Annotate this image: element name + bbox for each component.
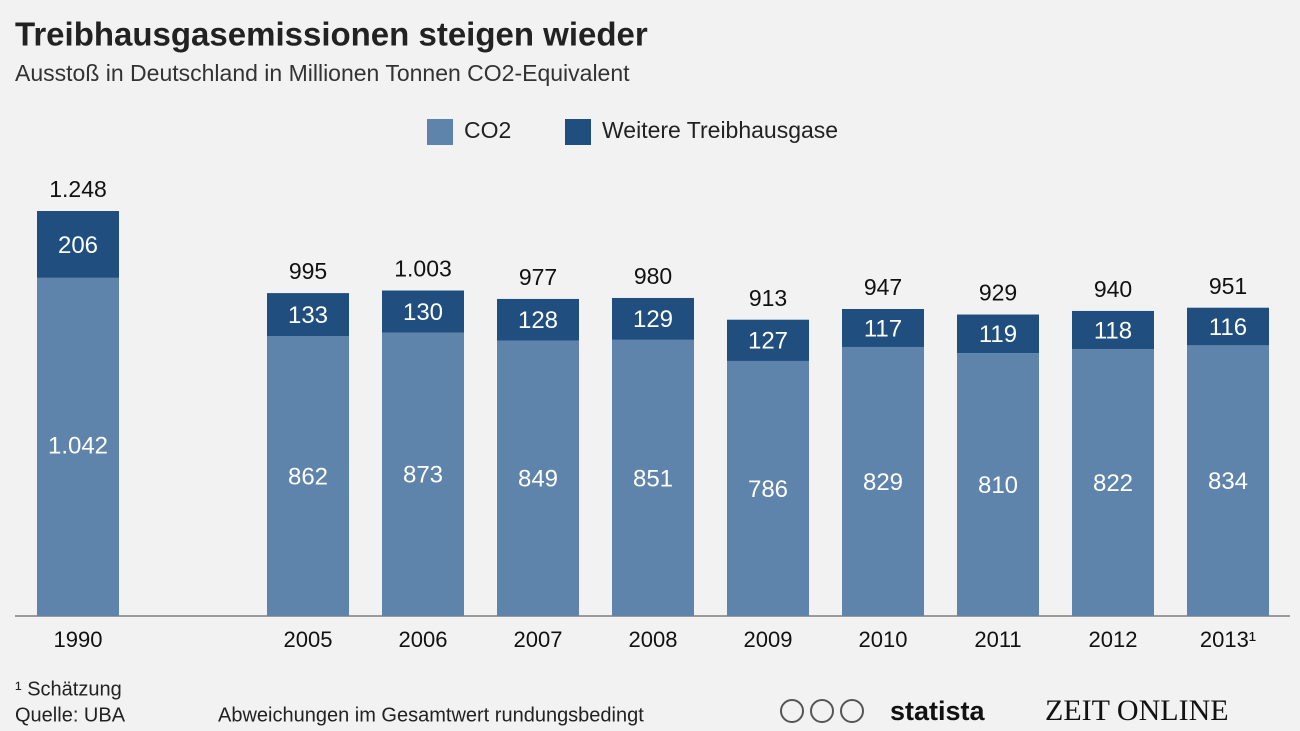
legend-swatch [565, 119, 591, 145]
value-label: 862 [288, 463, 328, 490]
bar-segment [957, 353, 1039, 616]
value-label: 129 [633, 306, 673, 333]
bar-segment [497, 340, 579, 616]
value-label: 786 [748, 476, 788, 503]
total-label: 977 [519, 264, 557, 290]
value-label: 849 [518, 466, 558, 493]
x-tick-label: 2008 [629, 627, 678, 652]
bar-segment [382, 290, 464, 333]
value-label: 117 [864, 315, 902, 342]
total-label: 951 [1209, 273, 1247, 299]
bar-segment [727, 360, 809, 616]
total-label: 995 [289, 258, 327, 284]
x-tick-label: 1990 [54, 627, 103, 652]
legend-label: CO2 [464, 117, 511, 143]
bar-segment [1187, 345, 1269, 616]
bar-segment [1187, 307, 1269, 346]
bar-segment [267, 293, 349, 337]
value-label: 1.042 [48, 432, 108, 459]
x-tick-label: 2007 [514, 627, 563, 652]
total-label: 929 [979, 280, 1017, 306]
value-label: 116 [1209, 314, 1247, 341]
x-tick-label: 2009 [744, 627, 793, 652]
value-label: 206 [58, 232, 98, 259]
chart-subtitle: Ausstoß in Deutschland in Millionen Tonn… [15, 60, 630, 86]
value-label: 851 [633, 465, 673, 492]
value-label: 829 [863, 469, 903, 496]
legend-label: Weitere Treibhausgase [602, 117, 838, 143]
footnote: ¹ Schätzung [15, 678, 122, 700]
total-label: 1.248 [49, 176, 107, 202]
source: Quelle: UBA [15, 704, 126, 726]
bar-segment [612, 297, 694, 340]
cc-icons [780, 699, 864, 723]
x-tick-label: 2010 [859, 627, 908, 652]
total-label: 1.003 [394, 256, 452, 282]
bar-segment [37, 277, 119, 616]
bar-segment [842, 309, 924, 347]
chart-title: Treibhausgasemissionen steigen wieder [15, 16, 648, 53]
bar-segment [957, 314, 1039, 354]
value-label: 873 [403, 462, 443, 489]
value-label: 127 [748, 328, 788, 355]
bar-segment [267, 336, 349, 616]
x-tick-label: 2005 [284, 627, 333, 652]
x-tick-label: 2012 [1089, 627, 1138, 652]
value-label: 130 [403, 299, 443, 326]
value-label: 128 [518, 307, 558, 334]
bar-segment [612, 339, 694, 616]
bar-segment [727, 319, 809, 361]
total-label: 980 [634, 263, 672, 289]
x-tick-label: 2011 [974, 627, 1021, 652]
value-label: 119 [979, 321, 1017, 348]
note: Abweichungen im Gesamtwert rundungsbedin… [218, 704, 644, 726]
bar-segment [1072, 310, 1154, 350]
zeit-logo: ZEIT ONLINE [1045, 694, 1229, 727]
total-label: 947 [864, 274, 902, 300]
x-tick-label: 2006 [399, 627, 448, 652]
bar-segment [382, 332, 464, 616]
total-label: 940 [1094, 276, 1132, 302]
statista-logo: statista [890, 696, 986, 726]
total-label: 913 [749, 285, 787, 311]
bar-segment [37, 211, 119, 278]
value-label: 810 [978, 472, 1018, 499]
x-tick-label: 2013¹ [1200, 627, 1256, 652]
value-label: 822 [1093, 470, 1133, 497]
legend-swatch [427, 119, 453, 145]
value-label: 118 [1094, 317, 1132, 344]
value-label: 834 [1208, 468, 1248, 495]
bar-segment [1072, 349, 1154, 616]
bar-segment [842, 346, 924, 616]
value-label: 133 [288, 302, 328, 329]
bar-segment [497, 298, 579, 341]
